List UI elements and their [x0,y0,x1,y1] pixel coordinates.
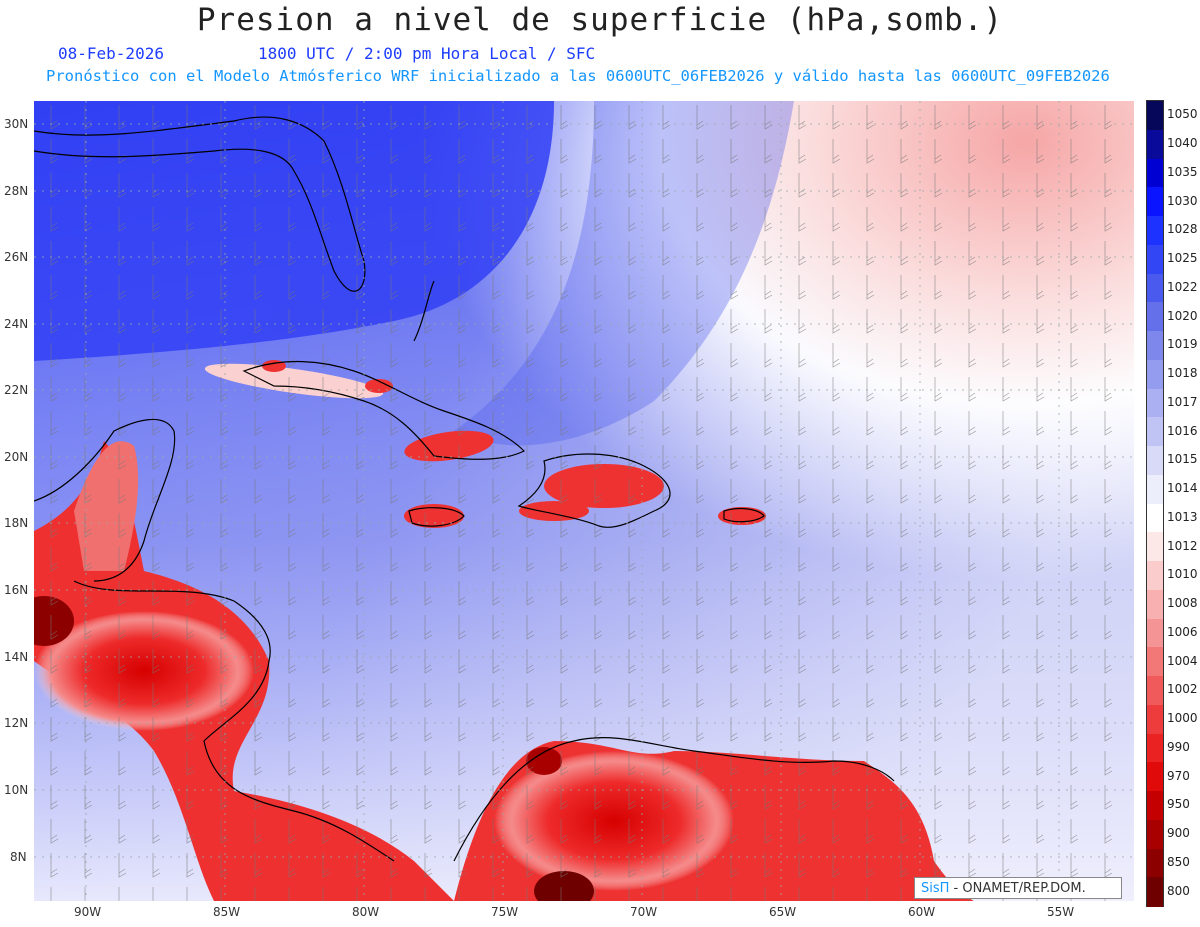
colorbar-segment [1147,877,1163,907]
lat-label-22n: 22N [4,383,29,397]
lat-label-10n: 10N [4,783,29,797]
colorbar-level-label: 1022 [1167,279,1198,294]
lat-label-14n: 14N [4,650,29,664]
colorbar-level-label: 800 [1167,883,1190,898]
lon-label-60w: 60W [908,905,936,919]
lon-label-70w: 70W [630,905,658,919]
lat-label-18n: 18N [4,516,29,530]
colorbar-level-label: 1014 [1167,481,1198,496]
colorbar-level-label: 1035 [1167,164,1198,179]
colorbar-level-label: 1019 [1167,337,1198,352]
lon-label-85w: 85W [213,905,241,919]
lat-label-12n: 12N [4,716,29,730]
colorbar-level-label: 1006 [1167,624,1198,639]
colorbar-level-label: 1030 [1167,193,1198,208]
credit-brand: SisΠ [921,881,950,896]
valid-date: 08-Feb-2026 [58,44,164,63]
colorbar-segment [1147,704,1163,734]
colorbar-segment [1147,187,1163,217]
colorbar-segment [1147,417,1163,447]
colorbar-level-label: 1020 [1167,308,1198,323]
colorbar-level-label: 1004 [1167,653,1198,668]
colorbar-segment [1147,302,1163,332]
colorbar-segment [1147,446,1163,476]
colorbar-segment [1147,762,1163,792]
lat-label-26n: 26N [4,250,29,264]
colorbar-level-label: 1018 [1167,366,1198,381]
colorbar-segment [1147,158,1163,188]
colorbar-segment [1147,273,1163,303]
colorbar [1146,100,1164,907]
colorbar-segment [1147,819,1163,849]
lon-label-90w: 90W [74,905,102,919]
lat-label-28n: 28N [4,184,29,198]
colorbar-level-label: 970 [1167,768,1190,783]
colorbar-segment [1147,359,1163,389]
colorbar-level-label: 1025 [1167,251,1198,266]
valid-time: 1800 UTC / 2:00 pm Hora Local / SFC [258,44,596,63]
colorbar-level-label: 1002 [1167,682,1198,697]
colorbar-segment [1147,532,1163,562]
colorbar-segment [1147,388,1163,418]
colorbar-segment [1147,331,1163,361]
colorbar-segment [1147,676,1163,706]
colorbar-level-label: 1028 [1167,222,1198,237]
lon-label-80w: 80W [352,905,380,919]
colorbar-segment [1147,474,1163,504]
colorbar-level-label: 1015 [1167,452,1198,467]
colorbar-level-label: 1013 [1167,509,1198,524]
lat-label-20n: 20N [4,450,29,464]
lon-label-65w: 65W [769,905,797,919]
lon-label-75w: 75W [491,905,519,919]
colorbar-segment [1147,503,1163,533]
colorbar-level-label: 1010 [1167,567,1198,582]
colorbar-segment [1147,561,1163,591]
colorbar-segment [1147,101,1163,131]
colorbar-level-label: 990 [1167,739,1190,754]
colorbar-segment [1147,618,1163,648]
pressure-map [34,101,1134,901]
colorbar-segment [1147,647,1163,677]
colorbar-level-label: 900 [1167,826,1190,841]
colorbar-level-label: 1050 [1167,107,1198,122]
colorbar-segment [1147,791,1163,821]
colorbar-segment [1147,129,1163,159]
lat-label-30n: 30N [4,117,29,131]
colorbar-level-label: 1000 [1167,711,1198,726]
colorbar-level-label: 1016 [1167,423,1198,438]
model-info: Pronóstico con el Modelo Atmósferico WRF… [46,67,1110,85]
graticule [34,101,1134,901]
map-title: Presion a nivel de superficie (hPa,somb.… [196,2,1004,38]
lon-label-55w: 55W [1047,905,1075,919]
lat-label-8n: 8N [10,850,27,864]
colorbar-level-label: 1008 [1167,596,1198,611]
colorbar-segment [1147,244,1163,274]
colorbar-level-label: 1012 [1167,538,1198,553]
colorbar-level-label: 1040 [1167,136,1198,151]
coastlines [34,116,895,862]
credit-box: SisΠ - ONAMET/REP.DOM. [914,877,1122,899]
colorbar-segment [1147,848,1163,878]
lat-label-24n: 24N [4,317,29,331]
colorbar-level-label: 1017 [1167,394,1198,409]
colorbar-segment [1147,589,1163,619]
colorbar-level-label: 850 [1167,854,1190,869]
lat-label-16n: 16N [4,583,29,597]
credit-org: - ONAMET/REP.DOM. [949,881,1086,896]
colorbar-segment [1147,216,1163,246]
colorbar-segment [1147,733,1163,763]
colorbar-level-label: 950 [1167,797,1190,812]
